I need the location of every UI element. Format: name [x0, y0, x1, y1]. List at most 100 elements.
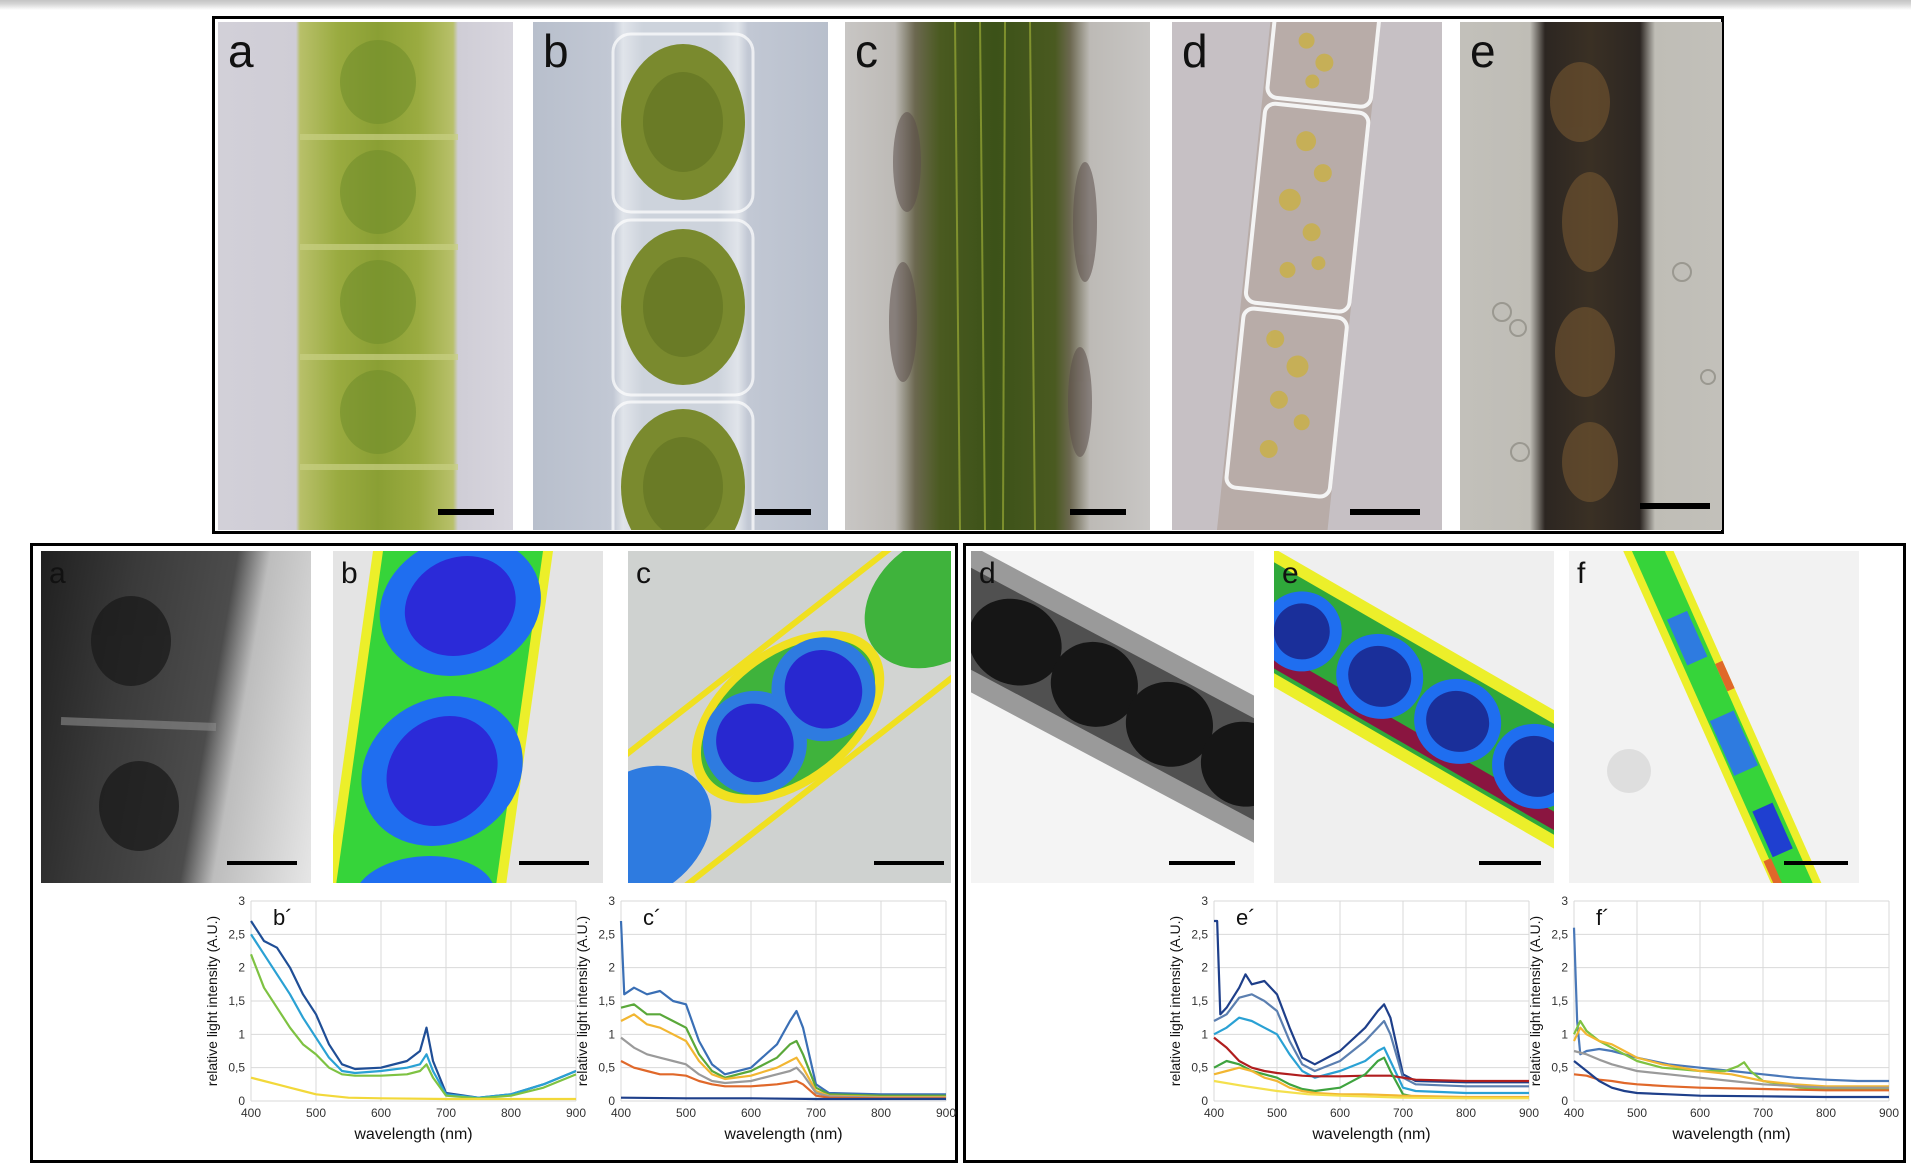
y-tick-label: 3 — [1201, 894, 1208, 908]
y-tick-label: 1 — [1561, 1027, 1568, 1041]
series-line-5 — [620, 1096, 946, 1101]
scale-bar — [1350, 509, 1420, 515]
bottom-right-panel-group: d e — [963, 543, 1906, 1163]
y-tick-label: 0,5 — [598, 1061, 615, 1075]
colormap-bottom-c: c — [628, 551, 951, 883]
panel-label-d: d — [1182, 25, 1208, 77]
scale-bar — [1784, 861, 1848, 865]
panel-label-d: d — [979, 557, 996, 590]
series-line-0 — [619, 920, 946, 1096]
x-axis-label: wavelength (nm) — [1671, 1126, 1790, 1143]
colormap-bottom-b: b — [333, 551, 603, 883]
micrograph-top-d: d — [1172, 22, 1442, 530]
series-line-6 — [1213, 1079, 1529, 1100]
series-line-4 — [1213, 1056, 1529, 1099]
panel-label-b: b — [341, 557, 358, 590]
micrograph-top-c: c — [845, 22, 1150, 530]
series-line-3 — [250, 1076, 576, 1101]
chart-panel-label: e´ — [1236, 905, 1256, 930]
scale-bar — [227, 861, 297, 865]
x-tick-label: 400 — [1564, 1106, 1584, 1120]
series-line-1 — [620, 1003, 946, 1097]
x-tick-label: 700 — [1753, 1106, 1773, 1120]
chart-c-prime: 400 500 600 700 800 900 0 0,5 1 1,5 2 2,5 3 wavelengt… — [574, 894, 956, 1143]
x-axis-label: wavelength (nm) — [1311, 1126, 1430, 1143]
colormap-bottom-f: f — [1569, 551, 1859, 883]
series-line-3 — [1213, 1036, 1529, 1083]
scale-bar — [874, 861, 944, 865]
x-tick-label: 700 — [436, 1106, 456, 1120]
chart-f-prime: 400 500 600 700 800 900 0 0,5 1 1,5 2 2,5 3 wavelengt… — [1527, 894, 1899, 1143]
x-tick-label: 700 — [806, 1106, 826, 1120]
series-line-1 — [1573, 1019, 1889, 1091]
y-tick-label: 3 — [608, 894, 615, 908]
micrograph-top-a: a — [218, 22, 513, 530]
y-tick-label: 0,5 — [228, 1061, 245, 1075]
y-tick-label: 2,5 — [228, 927, 245, 941]
y-tick-label: 0 — [1561, 1094, 1568, 1108]
y-tick-label: 2 — [608, 961, 615, 975]
scale-bar — [519, 861, 589, 865]
y-tick-label: 2 — [1561, 961, 1568, 975]
y-axis-label: relative light intensity (A.U.) — [204, 916, 220, 1086]
y-tick-label: 1 — [238, 1027, 245, 1041]
scale-bar — [438, 509, 494, 515]
y-tick-label: 1 — [608, 1027, 615, 1041]
x-tick-label: 500 — [1267, 1106, 1287, 1120]
panel-label-a: a — [228, 25, 254, 77]
series-line-2 — [1573, 1026, 1889, 1088]
x-tick-label: 900 — [1519, 1106, 1539, 1120]
y-tick-label: 2,5 — [598, 927, 615, 941]
series-line-0 — [1572, 927, 1889, 1083]
cropped-caption-edge — [0, 0, 1911, 12]
grayscale-cells-a — [60, 596, 217, 851]
x-tick-label: 500 — [306, 1106, 326, 1120]
chart-e-prime: 400 500 600 700 800 900 0 0,5 1 1,5 2 2,5 3 wavelengt… — [1167, 894, 1539, 1143]
scale-bar — [1479, 861, 1541, 865]
x-tick-label: 900 — [566, 1106, 586, 1120]
scale-bar — [755, 509, 811, 515]
y-tick-label: 1,5 — [228, 994, 245, 1008]
panel-label-e: e — [1282, 557, 1299, 590]
scale-bar — [1169, 861, 1235, 865]
panel-label-a: a — [49, 557, 66, 590]
series-line-4 — [620, 1060, 946, 1100]
micrograph-bottom-d: d — [971, 551, 1254, 883]
x-tick-label: 500 — [676, 1106, 696, 1120]
y-axis-label: relative light intensity (A.U.) — [574, 916, 590, 1086]
x-tick-label: 500 — [1627, 1106, 1647, 1120]
y-tick-label: 0 — [238, 1094, 245, 1108]
colormap-filament-e — [1274, 551, 1554, 876]
x-tick-label: 700 — [1393, 1106, 1413, 1120]
x-axis-label: wavelength (nm) — [723, 1126, 842, 1143]
series-line-3 — [1573, 1049, 1889, 1089]
bottom-left-panel-group: a b — [30, 543, 958, 1163]
x-tick-label: 400 — [611, 1106, 631, 1120]
y-tick-label: 2 — [238, 961, 245, 975]
scale-bar — [1070, 509, 1126, 515]
top-micrograph-row: a b — [212, 16, 1724, 534]
panel-label-c: c — [855, 25, 878, 77]
series-line-2 — [620, 1013, 946, 1099]
filament-cells-b — [611, 32, 755, 530]
series-line-5 — [1213, 1066, 1529, 1099]
panel-label-c: c — [636, 557, 651, 590]
x-tick-label: 800 — [871, 1106, 891, 1120]
y-axis-label: relative light intensity (A.U.) — [1527, 916, 1543, 1086]
panel-label-e: e — [1470, 25, 1496, 77]
y-tick-label: 0,5 — [1551, 1061, 1568, 1075]
x-tick-label: 800 — [1816, 1106, 1836, 1120]
y-tick-label: 2,5 — [1191, 927, 1208, 941]
x-tick-label: 600 — [1330, 1106, 1350, 1120]
y-tick-label: 0,5 — [1191, 1061, 1208, 1075]
chart-b-prime: 400 500 600 700 800 900 0 0,5 1 1,5 2 2,5 3 wavelengt… — [204, 894, 586, 1143]
filament-cells-a — [300, 40, 458, 470]
series-line-0 — [250, 920, 577, 1099]
colormap-cells-b — [333, 551, 555, 883]
series-line-2 — [249, 953, 577, 1100]
colormap-filament-f — [1607, 551, 1829, 883]
y-tick-label: 0 — [1201, 1094, 1208, 1108]
x-axis-label: wavelength (nm) — [353, 1126, 472, 1143]
x-tick-label: 800 — [501, 1106, 521, 1120]
y-tick-label: 1,5 — [598, 994, 615, 1008]
